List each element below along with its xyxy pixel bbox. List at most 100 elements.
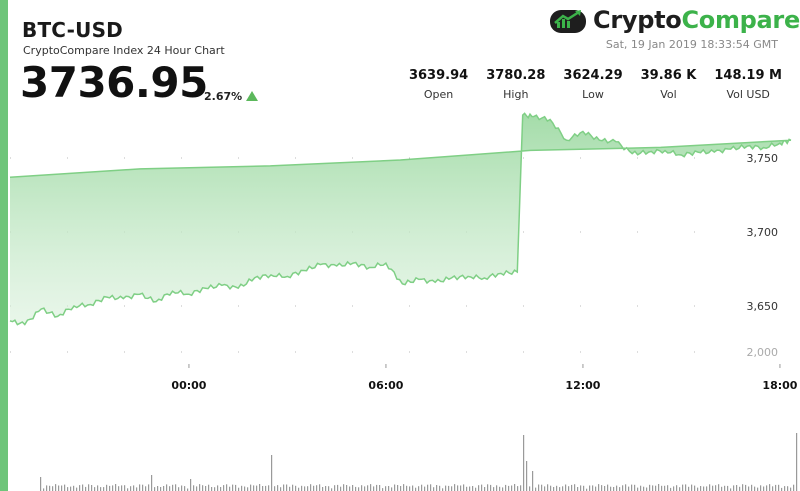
volume-bar [631,484,633,491]
volume-bar [373,486,375,491]
volume-bar [643,486,645,491]
stat-high-value: 3780.28 [486,68,546,83]
volume-bar [91,485,93,491]
stat-vol-usd: 148.19 M Vol USD [696,68,782,101]
y-tick-label: 3,750 [747,152,779,165]
volume-bar [151,475,153,491]
volume-bar [721,486,723,491]
volume-bar [598,484,600,491]
volume-bar [508,485,510,491]
volume-bar [127,488,129,491]
volume-bar [412,485,414,491]
volume-bar [331,488,333,491]
volume-bar [181,485,183,491]
volume-bar [340,486,342,491]
volume-bar [220,487,222,491]
volume-bar [661,485,663,491]
volume-bar [523,435,525,491]
volume-bar [547,484,549,491]
volume-bar [280,487,282,491]
volume-bar [664,485,666,491]
volume-bar [520,485,522,491]
volume-bar [667,485,669,491]
x-tick-label: 06:00 [368,379,403,392]
volume-bar [139,484,141,491]
volume-bar [160,487,162,491]
stat-open: 3639.94 Open [391,68,468,101]
volume-bar [391,487,393,491]
volume-bar [337,484,339,491]
volume-bar [244,486,246,491]
volume-bar [634,484,636,491]
volume-bar [499,486,501,491]
volume-bar [751,484,753,491]
volume-bar [451,486,453,491]
volume-bar [619,487,621,491]
volume-bar [637,487,639,491]
volume-bar [157,486,159,491]
volume-bar [703,486,705,491]
volume-bar [217,485,219,491]
volume-bar [115,484,117,491]
volume-bar [610,486,612,491]
volume-bar [364,486,366,491]
volume-bar [109,485,111,491]
volume-bar [187,488,189,491]
volume-bar [445,485,447,491]
volume-bar [64,484,66,491]
volume-bar [52,486,54,491]
volume-bar [784,486,786,491]
volume-bar [733,485,735,491]
volume-bar [355,486,357,491]
y-tick-label: 3,700 [747,226,779,239]
volume-bar [58,485,60,491]
volume-bar [793,484,795,491]
volume-bar [658,484,660,491]
volume-bar [565,484,567,491]
volume-bar [274,486,276,491]
volume-bar [382,488,384,491]
volume-bar [250,484,252,491]
volume-bar [82,484,84,491]
volume-bar [418,486,420,491]
volume-bar [541,484,543,491]
volume-bar [685,484,687,491]
x-tick-label: 00:00 [171,379,206,392]
volume-bar [385,486,387,491]
volume-bar [46,485,48,491]
volume-bar [268,485,270,491]
volume-bar [202,485,204,491]
volume-bar [304,486,306,491]
volume-bar [742,484,744,491]
volume-bar [295,485,297,491]
volume-bar [136,487,138,491]
volume-bar [409,486,411,491]
volume-bar [292,484,294,491]
volume-bar [700,486,702,491]
volume-bar [628,486,630,491]
volume-bar [298,487,300,491]
volume-bar [553,487,555,491]
volume-bar [223,485,225,491]
volume-bar [577,487,579,491]
volume-bar [184,486,186,491]
volume-bar [97,485,99,491]
volume-bar [748,486,750,491]
stat-vol-usd-value: 148.19 M [714,68,782,83]
volume-bar [724,485,726,491]
volume-bar [232,484,234,491]
volume-bar [487,484,489,491]
volume-bar [529,486,531,491]
volume-bar [757,487,759,491]
volume-bar [226,484,228,491]
volume-bar [241,485,243,491]
volume-bar [49,485,51,491]
volume-bar [616,485,618,491]
volume-bar [652,485,654,491]
stats-row: 3639.94 Open 3780.28 High 3624.29 Low 39… [391,68,782,101]
volume-bar [682,484,684,491]
volume-bar [679,487,681,491]
volume-bar [775,484,777,491]
volume-bar [484,487,486,491]
